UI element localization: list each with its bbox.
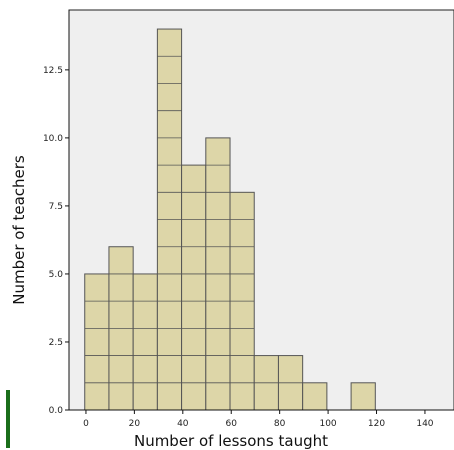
y-axis: 0.0 2.5 5.0 7.5 10.0 12.5 [43,10,70,416]
histogram-bar [350,382,376,411]
x-tick-label: 40 [177,419,189,429]
x-tick-label: 60 [226,419,238,429]
x-tick-label: 20 [129,419,141,429]
bars-group [84,28,376,411]
y-tick-label: 12.5 [43,66,63,76]
x-tick-label: 80 [274,419,286,429]
histogram-bar [181,164,207,411]
x-tick-label: 140 [416,419,433,429]
histogram-bar [84,273,110,411]
x-axis: 0 20 40 60 80 100 120 140 [69,409,454,429]
histogram-bar [302,382,328,411]
y-tick-label: 0.0 [49,406,64,416]
x-tick-label: 100 [319,419,336,429]
histogram-bar [132,273,158,411]
y-tick-label: 5.0 [49,270,64,280]
x-tick-label: 0 [83,419,89,429]
x-tick-label: 120 [368,419,385,429]
y-tick-label: 2.5 [49,338,63,348]
side-marker [6,390,10,448]
y-axis-title: Number of teachers [10,155,28,305]
y-tick-label: 10.0 [43,134,63,144]
y-tick-label: 7.5 [49,202,63,212]
x-axis-title: Number of lessons taught [134,432,328,450]
